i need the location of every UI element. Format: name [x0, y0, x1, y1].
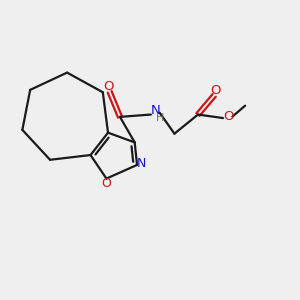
Text: H: H: [156, 113, 164, 123]
Text: N: N: [136, 157, 146, 170]
Text: N: N: [150, 104, 160, 118]
Text: O: O: [210, 84, 221, 97]
Text: O: O: [103, 80, 113, 93]
Text: O: O: [101, 177, 111, 190]
Text: O: O: [223, 110, 234, 123]
